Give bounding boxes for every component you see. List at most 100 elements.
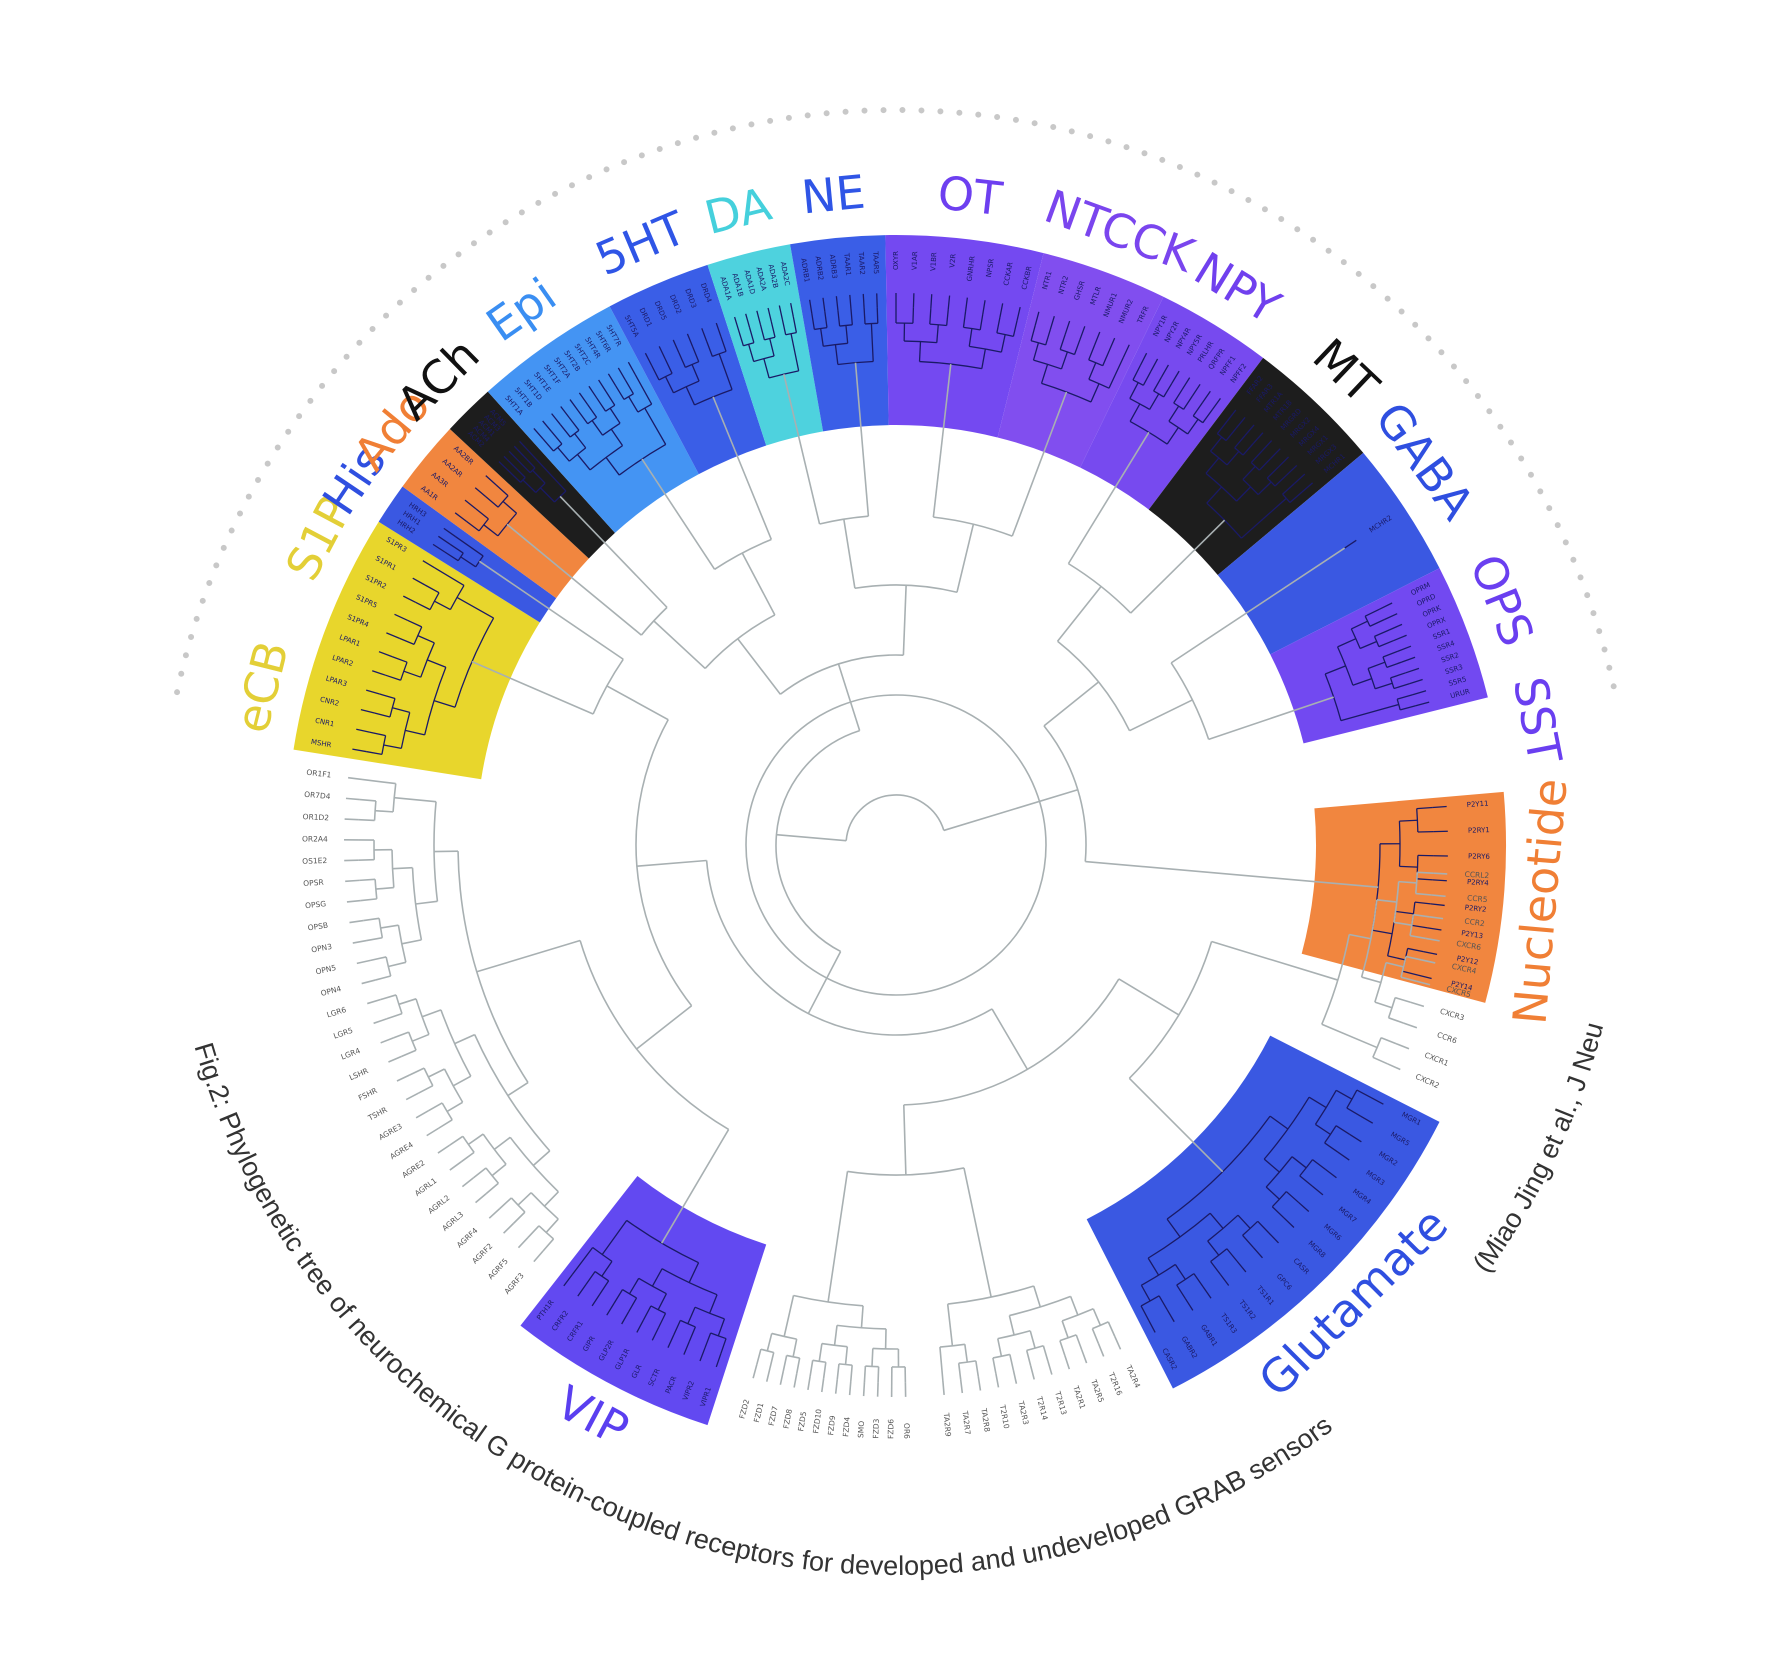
internal-arc <box>462 1135 475 1153</box>
leaf-label: V1BR <box>929 252 938 272</box>
internal-branch <box>877 1366 880 1383</box>
leaf-branch <box>715 1353 722 1368</box>
deep-branch <box>902 585 907 656</box>
leaf-label: FZD3 <box>871 1418 881 1439</box>
internal-branch <box>691 364 700 382</box>
internal-arc <box>381 735 387 755</box>
internal-branch <box>1226 450 1240 466</box>
internal-branch <box>1033 1285 1042 1308</box>
internal-branch <box>485 496 499 508</box>
internal-branch <box>929 308 932 325</box>
internal-branch <box>456 596 494 619</box>
internal-branch <box>472 1167 487 1179</box>
internal-branch <box>964 1344 969 1363</box>
leaf-branch <box>793 1373 798 1388</box>
internal-arc <box>449 585 465 610</box>
leaf-label: FSHR <box>357 1086 379 1103</box>
deep-branch <box>843 519 856 589</box>
internal-branch <box>507 1081 529 1097</box>
leaf-branch <box>432 543 446 553</box>
internal-branch <box>518 460 531 474</box>
internal-branch <box>1395 910 1414 915</box>
leaf-branch <box>394 613 408 621</box>
internal-branch <box>1364 608 1380 617</box>
internal-arc <box>1372 1037 1382 1058</box>
internal-branch <box>1176 1284 1186 1299</box>
group-label-ops: OPS <box>1459 547 1544 654</box>
internal-branch <box>418 1085 434 1094</box>
internal-branch <box>1413 913 1430 918</box>
internal-branch <box>571 1247 594 1276</box>
internal-branch <box>454 535 484 557</box>
leaf-label: P2RY2 <box>1464 904 1487 914</box>
internal-branch <box>386 1012 403 1020</box>
internal-branch <box>1088 344 1096 361</box>
internal-arc <box>411 867 423 941</box>
deep-branch <box>1170 547 1346 664</box>
internal-branch <box>1335 1089 1353 1100</box>
internal-branch <box>513 465 526 478</box>
internal-branch <box>1166 1218 1181 1238</box>
leaf-branch <box>386 632 400 639</box>
internal-branch <box>405 729 425 736</box>
leaf-label: ADRB3 <box>828 254 839 279</box>
leaf-label: ADRB1 <box>799 258 811 283</box>
leaf-branch <box>402 595 417 604</box>
wedge-glutamate <box>1086 1035 1440 1389</box>
internal-arc <box>743 342 755 347</box>
leaf-branch <box>1202 1286 1212 1299</box>
internal-branch <box>871 1348 874 1367</box>
internal-branch <box>1416 806 1433 810</box>
leaf-branch <box>1079 326 1086 340</box>
leaf-branch <box>349 919 364 924</box>
wedge-5ht <box>609 264 767 475</box>
leaf-branch <box>498 461 510 472</box>
internal-branch <box>574 433 587 449</box>
internal-branch <box>1340 703 1399 722</box>
leaf-branch <box>964 297 969 312</box>
leaf-branch <box>699 1347 706 1362</box>
internal-arc <box>440 1009 472 1077</box>
internal-branch <box>452 1075 472 1087</box>
leaf-branch <box>1360 1115 1374 1124</box>
deep-arc <box>775 729 860 953</box>
internal-branch <box>532 1150 551 1167</box>
leaf-label: TSHR <box>366 1105 389 1123</box>
leaf-label: CCR2 <box>1464 917 1486 929</box>
leaf-branch <box>752 1364 758 1379</box>
internal-branch <box>1147 1257 1160 1276</box>
internal-branch <box>664 358 673 374</box>
wedge-ado <box>402 428 589 599</box>
leaf-label: MSHR <box>310 738 332 749</box>
deep-arc <box>854 584 958 594</box>
internal-branch <box>992 1357 997 1374</box>
leaf-branch <box>1324 1168 1337 1179</box>
internal-branch <box>394 796 437 803</box>
group-label-ecb: eCB <box>225 636 300 738</box>
leaf-label: OR6 <box>902 1423 911 1439</box>
internal-branch <box>426 659 447 668</box>
deep-branch <box>559 495 668 608</box>
leaf-branch <box>1384 613 1398 621</box>
internal-arc <box>1141 1263 1176 1286</box>
internal-branch <box>543 1191 559 1207</box>
internal-arc <box>1140 1295 1160 1307</box>
internal-branch <box>415 900 438 905</box>
internal-branch <box>370 956 387 962</box>
leaf-branch <box>443 527 456 537</box>
internal-branch <box>601 1260 613 1277</box>
leaf-label: AGRF4 <box>455 1226 480 1250</box>
internal-arc <box>939 1343 965 1348</box>
internal-branch <box>678 352 686 368</box>
internal-arc <box>530 1192 559 1220</box>
internal-branch <box>624 379 634 395</box>
internal-arc <box>1416 808 1419 833</box>
internal-branch <box>539 487 555 503</box>
internal-arc <box>929 323 947 327</box>
internal-branch <box>664 376 675 394</box>
leaf-branch <box>1427 927 1442 931</box>
leaf-branch <box>1191 383 1201 397</box>
internal-branch <box>720 1338 727 1354</box>
leaf-branch <box>1261 440 1273 452</box>
internal-branch <box>1346 1107 1361 1117</box>
